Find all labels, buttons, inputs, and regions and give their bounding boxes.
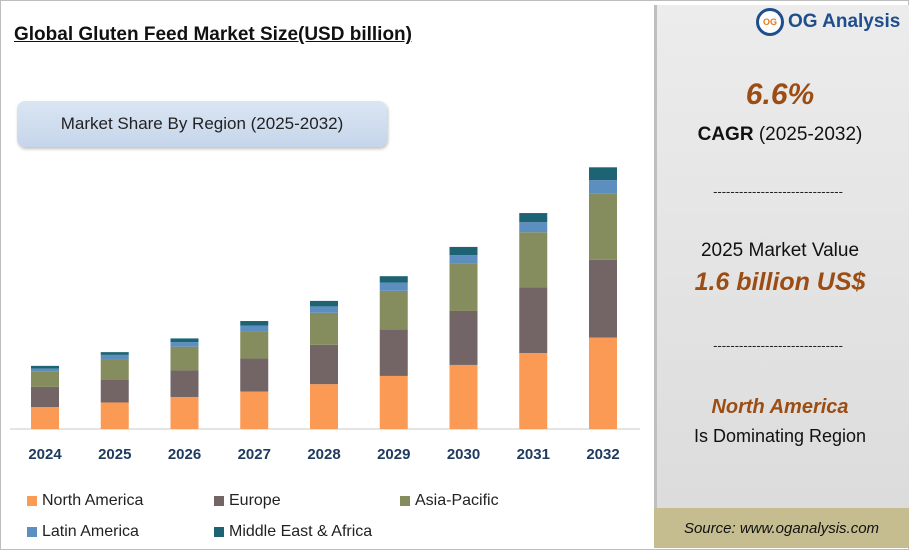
bar-2027-asia-pacific	[240, 331, 269, 359]
legend-label-latin-america: Latin America	[42, 523, 139, 540]
x-tick-label-2028: 2028	[307, 446, 340, 463]
bar-2029-north-america	[379, 375, 408, 429]
x-tick-label-2025: 2025	[98, 446, 131, 463]
bar-2032-europe	[589, 259, 617, 338]
legend-mea: Middle East & Africa	[214, 523, 372, 541]
bar-2030-europe	[449, 310, 478, 365]
bar-2025-europe	[100, 379, 129, 403]
bar-2032-middle-east-africa	[589, 167, 617, 181]
cagr-period: (2025-2032)	[758, 124, 863, 145]
bar-2029-asia-pacific	[379, 290, 408, 330]
dominating-label: Is Dominating Region	[693, 426, 867, 446]
legend-label-mea: Middle East & Africa	[229, 523, 373, 540]
x-tick-label-2032: 2032	[586, 446, 619, 463]
bar-2026-asia-pacific	[170, 346, 199, 371]
bar-2031-north-america	[519, 353, 548, 429]
bar-2025-asia-pacific	[100, 359, 129, 380]
dominating-region: North America	[711, 396, 849, 418]
bar-2030-north-america	[449, 364, 478, 429]
x-tick-label-2024: 2024	[28, 446, 62, 463]
cagr-value: 6.6%	[745, 78, 815, 111]
bar-2028-latin-america	[310, 306, 338, 313]
legend-swatch-europe	[214, 496, 224, 506]
x-tick-label-2027: 2027	[238, 446, 271, 463]
legend-asia-pacific: Asia-Pacific	[400, 492, 499, 510]
bar-2028-asia-pacific	[310, 312, 338, 345]
legend-label-europe: Europe	[229, 492, 281, 509]
cagr-label: CAGR (2025-2032)	[654, 124, 906, 146]
region-share-box: Market Share By Region (2025-2032)	[17, 101, 387, 147]
bar-2024-asia-pacific	[31, 371, 59, 387]
x-tick-label-2030: 2030	[447, 446, 480, 463]
bar-2032-north-america	[589, 337, 617, 429]
legend-swatch-latin-america	[27, 527, 37, 537]
source-footer: Source: www.oganalysis.com	[654, 508, 909, 548]
legend-swatch-mea	[214, 527, 224, 537]
legend-swatch-asia-pacific	[400, 496, 410, 506]
cagr-bold: CAGR	[697, 124, 754, 145]
bar-2029-latin-america	[379, 282, 408, 291]
bar-2027-latin-america	[240, 325, 269, 332]
bar-2029-europe	[379, 329, 408, 376]
bar-2031-latin-america	[519, 222, 548, 233]
bar-2030-middle-east-africa	[449, 246, 478, 256]
bar-2028-europe	[310, 344, 338, 385]
bar-2031-middle-east-africa	[519, 213, 548, 223]
market-value-label: 2025 Market Value	[700, 240, 860, 261]
bar-2027-middle-east-africa	[240, 321, 269, 326]
divider-bottom: ------------------------------	[713, 338, 843, 353]
bar-2026-north-america	[170, 396, 199, 429]
legend-latin-america: Latin America	[27, 523, 139, 541]
x-tick-label-2029: 2029	[377, 446, 410, 463]
legend-europe: Europe	[214, 492, 281, 510]
bar-2029-middle-east-africa	[379, 276, 408, 283]
og-analysis-logo: OG OG Analysis	[756, 8, 900, 36]
logo-text: OG Analysis	[788, 11, 901, 32]
bar-2031-europe	[519, 287, 548, 354]
region-share-label: Market Share By Region (2025-2032)	[60, 114, 344, 133]
x-tick-label-2031: 2031	[517, 446, 550, 463]
bar-2027-north-america	[240, 391, 269, 429]
bar-2024-north-america	[31, 407, 59, 429]
x-tick-label-2026: 2026	[168, 446, 201, 463]
bar-2026-middle-east-africa	[170, 338, 199, 343]
bar-2026-europe	[170, 370, 199, 397]
bar-2024-middle-east-africa	[31, 365, 59, 369]
og-logo-icon: OG	[756, 8, 784, 36]
legend-label-asia-pacific: Asia-Pacific	[415, 492, 499, 509]
legend-north-america: North America	[27, 492, 143, 510]
legend-label-north-america: North America	[42, 492, 144, 509]
stacked-bar-chart: 2024 2025 2026 2027 2028 2029 2030 2031 2032	[10, 167, 640, 463]
bar-2027-europe	[240, 358, 269, 392]
bar-2025-latin-america	[100, 354, 129, 360]
bar-2028-north-america	[310, 384, 338, 429]
bar-2026-latin-america	[170, 342, 199, 347]
divider-top: ------------------------------	[713, 184, 843, 199]
summary-panel	[654, 5, 909, 508]
bar-2030-latin-america	[449, 255, 478, 264]
bar-2028-middle-east-africa	[310, 300, 338, 307]
bar-2024-europe	[31, 386, 59, 408]
bar-2025-middle-east-africa	[100, 352, 129, 355]
bar-2025-north-america	[100, 402, 129, 429]
bar-2030-asia-pacific	[449, 263, 478, 311]
market-value: 1.6 billion US$	[694, 268, 866, 296]
bar-2024-latin-america	[31, 368, 59, 372]
chart-title: Global Gluten Feed Market Size(USD billi…	[14, 24, 412, 45]
bar-2031-asia-pacific	[519, 232, 548, 288]
bar-2032-asia-pacific	[589, 193, 617, 260]
legend-swatch-north-america	[27, 496, 37, 506]
bar-2032-latin-america	[589, 180, 617, 194]
